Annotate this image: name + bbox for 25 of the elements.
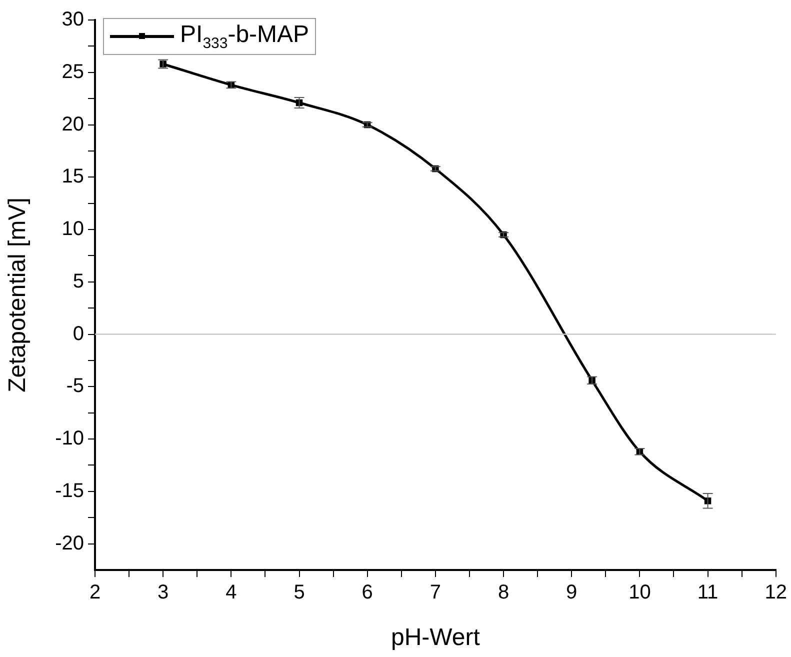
y-axis-title: Zetapotential [mV]: [4, 198, 32, 392]
x-tick-label: 12: [764, 582, 787, 604]
x-tick-label: 6: [362, 582, 373, 604]
y-tick-label: -15: [55, 480, 84, 502]
y-tick-label: 20: [62, 113, 84, 136]
y-tick-label: 5: [72, 270, 84, 292]
x-tick-label: 10: [628, 582, 651, 604]
x-tick-label: 9: [566, 582, 578, 604]
x-tick-label: 11: [697, 582, 718, 604]
y-tick-label: -10: [55, 428, 84, 450]
y-tick-label: 30: [62, 8, 84, 31]
x-tick-label: 4: [226, 582, 237, 604]
x-tick-label: 3: [158, 582, 169, 604]
y-tick-label: 25: [62, 60, 84, 83]
legend-label: PI$_{333}$-b-MAP: [180, 21, 310, 52]
x-axis-title: pH-Wert: [390, 624, 480, 652]
x-tick-label: 7: [430, 582, 441, 604]
y-tick-label: 10: [62, 218, 84, 240]
y-tick-label: -5: [66, 375, 84, 398]
x-tick-label: 2: [89, 582, 101, 604]
x-tick-label: 8: [498, 582, 510, 604]
y-tick-label: 15: [62, 166, 84, 188]
y-tick-label: 0: [72, 322, 84, 345]
x-tick-label: 5: [294, 582, 305, 604]
y-tick-label: -20: [55, 532, 84, 554]
